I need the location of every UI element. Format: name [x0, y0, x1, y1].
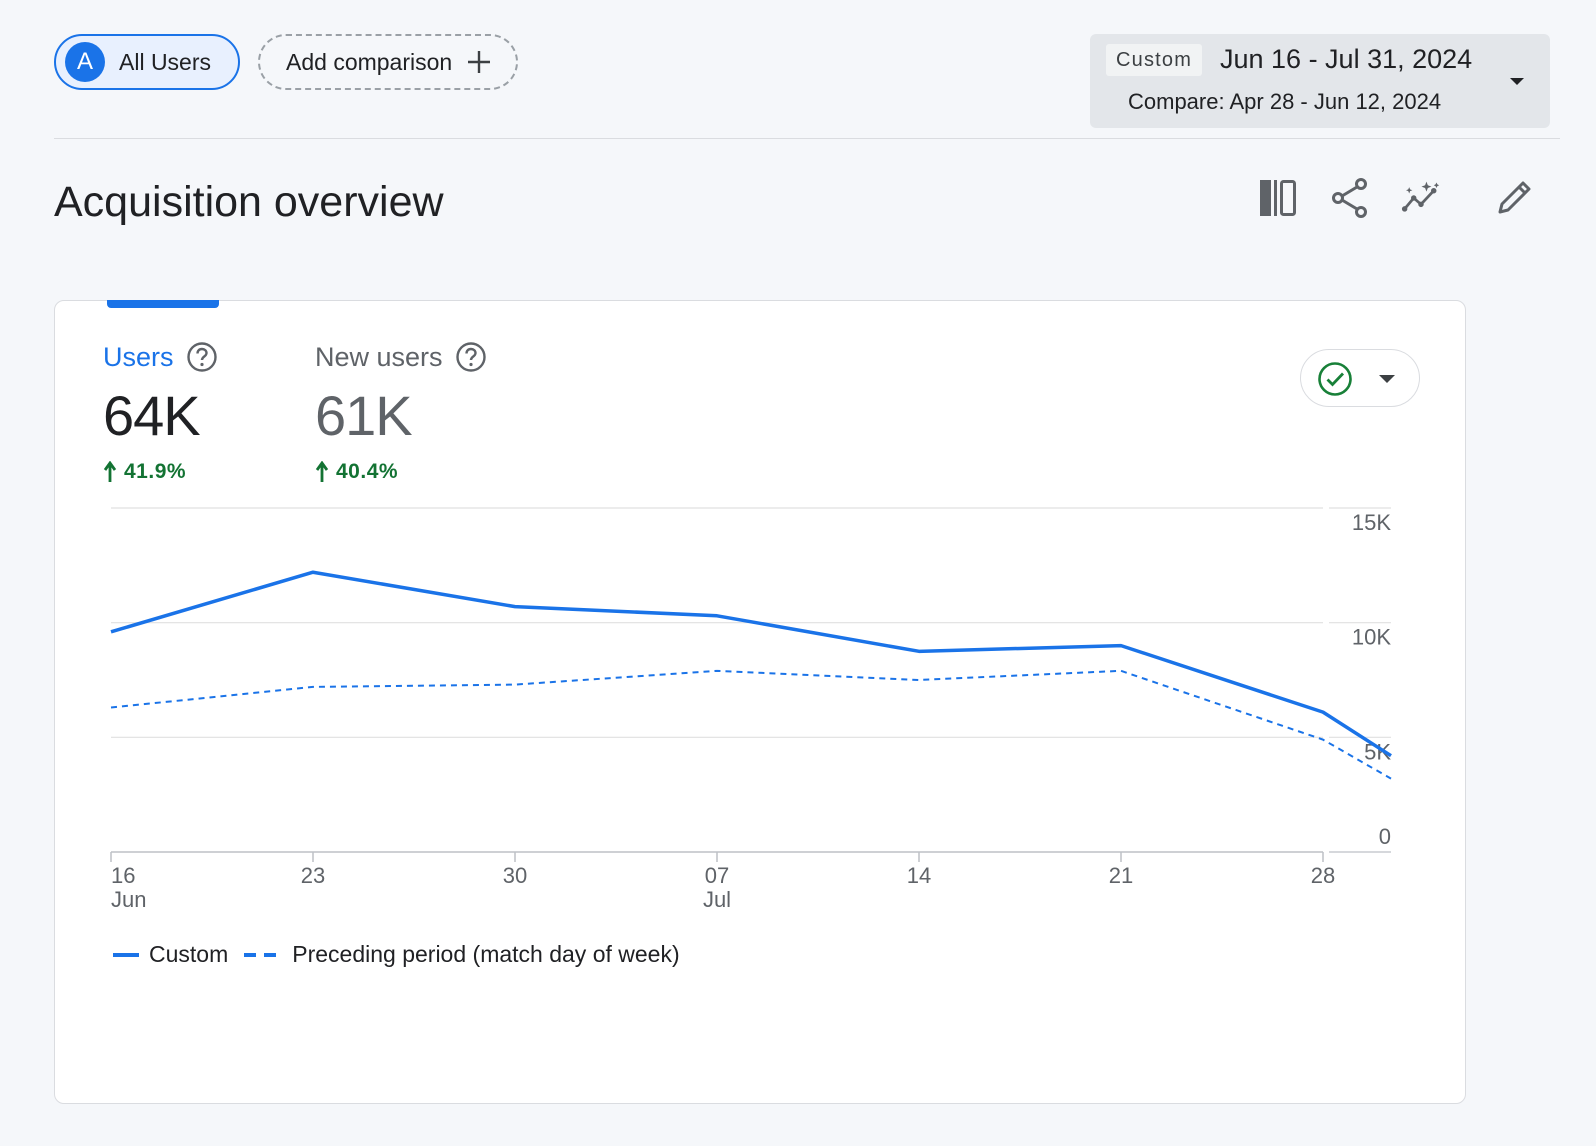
legend-label-preceding: Preceding period (match day of week) — [292, 941, 680, 967]
metric-label-new-users: New users — [315, 341, 443, 372]
header-divider — [54, 138, 1560, 139]
metric-value-users: 64K — [103, 384, 201, 447]
share-icon[interactable] — [1330, 178, 1370, 218]
date-range-picker[interactable]: Custom Jun 16 - Jul 31, 2024 Compare: Ap… — [1090, 34, 1550, 128]
segment-avatar: A — [65, 42, 105, 82]
date-range-text: Jun 16 - Jul 31, 2024 — [1220, 44, 1473, 74]
plus-icon — [468, 51, 491, 73]
series-line-preceding — [110, 669, 1392, 780]
date-range-badge: Custom — [1106, 44, 1203, 76]
x-tick-label: 16 — [111, 863, 135, 888]
y-tick-label: 15K — [1352, 510, 1391, 535]
segment-chip-all-users[interactable]: A All Users — [54, 34, 240, 90]
legend-label-custom: Custom — [149, 941, 229, 967]
x-tick-label: 30 — [503, 863, 527, 888]
compare-columns-icon[interactable] — [1258, 178, 1298, 218]
y-tick-label: 0 — [1379, 824, 1391, 849]
x-tick-label: 14 — [907, 863, 931, 888]
date-compare-text: Compare: Apr 28 - Jun 12, 2024 — [1128, 89, 1442, 114]
y-tick-label: 10K — [1352, 625, 1391, 650]
add-comparison-button[interactable]: Add comparison — [258, 34, 518, 90]
chart-options-dropdown[interactable] — [1300, 349, 1420, 407]
x-tick-label: 23 — [301, 863, 325, 888]
legend-dashed-swatch — [244, 952, 281, 957]
metric-tab-new-users[interactable]: New users 61K 40.4% — [315, 341, 487, 484]
x-tick-label: 07 — [705, 863, 729, 888]
metric-change-users: 41.9% — [124, 460, 187, 483]
metric-change-new-users: 40.4% — [336, 460, 399, 483]
insights-icon[interactable] — [1401, 178, 1441, 218]
x-tick-label: 28 — [1311, 863, 1335, 888]
x-tick-label: Jul — [703, 887, 731, 912]
series-line-custom — [110, 570, 1392, 758]
arrow-up-icon — [103, 461, 117, 482]
add-comparison-label: Add comparison — [286, 48, 453, 75]
page-title: Acquisition overview — [54, 178, 444, 226]
edit-icon[interactable] — [1494, 178, 1534, 218]
acquisition-card: Users 64K 41.9% New users — [54, 300, 1466, 1104]
metric-value-new-users: 61K — [315, 384, 413, 447]
check-circle-icon — [1318, 362, 1352, 396]
help-icon[interactable] — [455, 341, 487, 373]
chart-legend: Custom Preceding period (match day of we… — [113, 941, 680, 968]
chevron-down-icon — [1510, 78, 1524, 85]
chevron-down-icon — [1379, 375, 1395, 383]
arrow-up-icon — [315, 461, 329, 482]
help-icon[interactable] — [186, 341, 218, 373]
x-tick-label: 21 — [1109, 863, 1133, 888]
legend-solid-swatch — [113, 952, 139, 957]
metric-label-users: Users — [103, 341, 174, 372]
x-tick-label: Jun — [111, 887, 146, 912]
segment-label: All Users — [119, 48, 212, 75]
active-tab-indicator — [107, 300, 219, 308]
metric-tab-users[interactable]: Users 64K 41.9% — [103, 341, 218, 484]
